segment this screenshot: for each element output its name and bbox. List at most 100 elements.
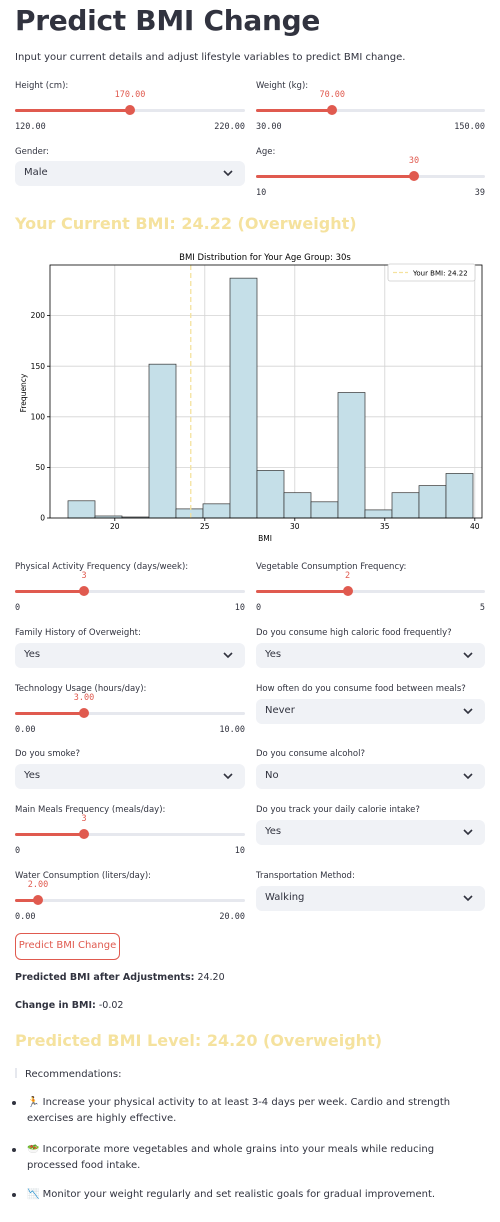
legend-label: Your BMI: 24.22 xyxy=(412,270,468,278)
slider-max: 10 xyxy=(234,846,245,856)
info-bar-icon xyxy=(15,1068,17,1078)
recommendation-text: Increase your physical activity to at le… xyxy=(27,1097,451,1124)
slider-track xyxy=(256,590,485,593)
vegetable-slider[interactable]: 2 0 5 xyxy=(256,565,485,613)
chevron-down-icon xyxy=(463,708,473,715)
slider-min: 10 xyxy=(256,188,267,198)
bullet xyxy=(12,1101,16,1105)
x-tick-label: 20 xyxy=(110,522,120,531)
select-value: Yes xyxy=(24,770,41,781)
slider-min: 0.00 xyxy=(15,912,36,922)
histogram-bar xyxy=(418,485,447,519)
histogram-bar xyxy=(445,473,474,519)
track-calories-select[interactable]: Yes xyxy=(256,820,485,845)
water-label: Water Consumption (liters/day): xyxy=(15,871,152,881)
slider-track xyxy=(15,899,245,902)
technology-slider[interactable]: 3.00 0.00 10.00 xyxy=(15,687,245,735)
slider-min: 0 xyxy=(15,846,21,856)
histogram-bar xyxy=(310,501,339,519)
histogram-bar xyxy=(337,392,366,519)
chart-title: BMI Distribution for Your Age Group: 30s xyxy=(179,253,351,263)
between-meals-select[interactable]: Never xyxy=(256,699,485,724)
slider-value: 3.00 xyxy=(73,693,95,703)
family-history-select[interactable]: Yes xyxy=(15,643,245,668)
slider-fill xyxy=(15,899,38,902)
age-slider[interactable]: 30 10 39 xyxy=(256,150,485,198)
chevron-down-icon xyxy=(463,895,473,902)
recommendation-text: Incorporate more vegetables and whole gr… xyxy=(27,1144,435,1171)
transport-select[interactable]: Walking xyxy=(256,886,485,911)
select-value: Walking xyxy=(265,892,305,903)
smoke-label: Do you smoke? xyxy=(15,749,81,759)
slider-max: 220.00 xyxy=(214,122,245,132)
slider-track xyxy=(15,712,245,715)
histogram-bar xyxy=(256,470,285,519)
chevron-down-icon xyxy=(223,170,233,177)
weight-label: Weight (kg): xyxy=(256,81,309,91)
x-tick-label: 35 xyxy=(380,522,390,531)
track-calories-label: Do you track your daily calorie intake? xyxy=(256,805,420,815)
slider-thumb[interactable] xyxy=(79,708,89,718)
bmi-change-value: -0.02 xyxy=(98,1000,124,1011)
y-tick-label: 150 xyxy=(31,362,46,371)
slider-max: 5 xyxy=(479,603,485,613)
slider-fill xyxy=(15,712,84,715)
select-value: Never xyxy=(265,705,295,716)
predicted-level-heading: Predicted BMI Level: 24.20 (Overweight) xyxy=(15,1031,383,1050)
alcohol-label: Do you consume alcohol? xyxy=(256,749,365,759)
histogram-bar xyxy=(229,277,258,519)
slider-thumb[interactable] xyxy=(79,829,89,839)
slider-value: 3 xyxy=(81,571,87,581)
gender-select[interactable]: Male xyxy=(15,161,245,186)
x-tick-label: 30 xyxy=(290,522,300,531)
smoke-select[interactable]: Yes xyxy=(15,764,245,789)
y-tick-label: 200 xyxy=(31,311,46,320)
slider-track xyxy=(256,109,485,112)
slider-thumb[interactable] xyxy=(327,105,338,115)
predicted-bmi-label: Predicted BMI after Adjustments: xyxy=(15,972,195,983)
bullet xyxy=(12,1148,16,1152)
histogram-bar xyxy=(364,509,393,519)
slider-value: 30 xyxy=(408,156,420,166)
histogram-bar xyxy=(391,492,420,519)
slider-thumb[interactable] xyxy=(125,105,135,115)
high-caloric-label: Do you consume high caloric food frequen… xyxy=(256,628,452,638)
x-tick-label: 40 xyxy=(470,522,480,531)
recommendation-text: Monitor your weight regularly and set re… xyxy=(42,1189,436,1200)
slider-min: 120.00 xyxy=(15,122,46,132)
high-caloric-select[interactable]: Yes xyxy=(256,643,485,668)
transport-label: Transportation Method: xyxy=(256,871,355,881)
slider-max: 20.00 xyxy=(219,912,245,922)
physical-activity-slider[interactable]: 3 0 10 xyxy=(15,565,245,613)
slider-fill xyxy=(256,175,414,178)
slider-thumb[interactable] xyxy=(79,586,89,596)
select-value: Yes xyxy=(265,649,282,660)
slider-thumb[interactable] xyxy=(409,171,419,181)
recommendation-item: 📉 Monitor your weight regularly and set … xyxy=(12,1187,477,1203)
water-slider[interactable]: 2.00 0.00 20.00 xyxy=(15,874,245,922)
select-value: Yes xyxy=(265,826,282,837)
page-subtitle: Input your current details and adjust li… xyxy=(15,52,406,63)
predict-bmi-button[interactable]: Predict BMI Change xyxy=(15,933,120,960)
current-bmi-heading: Your Current BMI: 24.22 (Overweight) xyxy=(15,214,357,233)
chart-legend: Your BMI: 24.22 xyxy=(387,263,476,282)
main-meals-slider[interactable]: 3 0 10 xyxy=(15,808,245,856)
chart-icon: 📉 xyxy=(27,1189,40,1200)
height-label: Height (cm): xyxy=(15,81,69,91)
age-label: Age: xyxy=(256,147,276,157)
weight-slider[interactable]: 70.00 30.00 150.00 xyxy=(256,84,485,132)
slider-min: 30.00 xyxy=(256,122,282,132)
recommendation-item: 🏃 Increase your physical activity to at … xyxy=(12,1095,477,1127)
slider-max: 150.00 xyxy=(454,122,485,132)
family-history-label: Family History of Overweight: xyxy=(15,628,141,638)
slider-fill xyxy=(256,590,348,593)
alcohol-select[interactable]: No xyxy=(256,764,485,789)
slider-min: 0.00 xyxy=(15,725,36,735)
height-slider[interactable]: 170.00 120.00 220.00 xyxy=(15,84,245,132)
salad-icon: 🥗 xyxy=(27,1144,40,1155)
slider-thumb[interactable] xyxy=(33,895,43,905)
technology-label: Technology Usage (hours/day): xyxy=(15,684,147,694)
y-tick-label: 0 xyxy=(40,514,45,523)
chevron-down-icon xyxy=(223,773,233,780)
slider-thumb[interactable] xyxy=(342,586,353,596)
